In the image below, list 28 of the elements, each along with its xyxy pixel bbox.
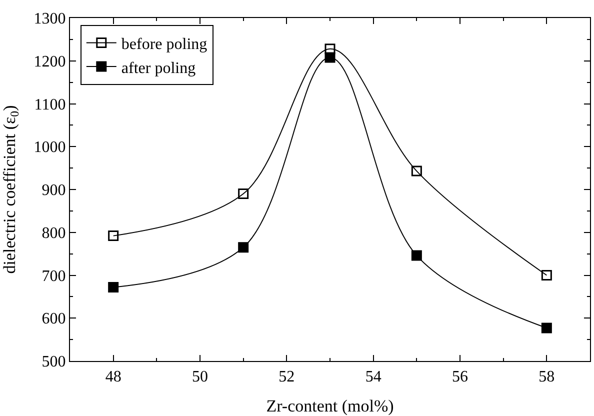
point	[541, 322, 552, 334]
y-tick-label: 800	[42, 224, 66, 242]
x-tick-label: 56	[452, 368, 468, 386]
x-tick-label: 48	[105, 368, 122, 386]
x-tick-label: 58	[538, 368, 555, 386]
point	[411, 166, 422, 176]
point	[324, 52, 336, 63]
y-tick-label: 700	[42, 268, 66, 285]
point	[238, 242, 249, 253]
y-tick-label: 1200	[34, 53, 66, 70]
point	[238, 188, 249, 200]
point	[108, 282, 119, 293]
x-tick-label: 52	[278, 368, 295, 386]
y-tick-label: 900	[42, 182, 66, 200]
x-tick-label: 50	[192, 368, 208, 386]
point	[411, 250, 422, 261]
y-tick-label: 1100	[34, 96, 66, 114]
point	[541, 270, 552, 280]
point	[108, 230, 119, 242]
y-tick-label: 500	[42, 354, 66, 371]
y-tick-label: 1300	[34, 10, 66, 28]
x-axis-title: Zr-content (mol%)	[266, 396, 394, 416]
legend-label: after poling	[121, 60, 196, 77]
y-tick-label: 600	[42, 310, 66, 328]
legend-label: before poling	[121, 36, 208, 53]
point	[324, 44, 336, 54]
y-tick-label: 1000	[34, 139, 66, 156]
x-tick-label: 54	[365, 368, 382, 386]
